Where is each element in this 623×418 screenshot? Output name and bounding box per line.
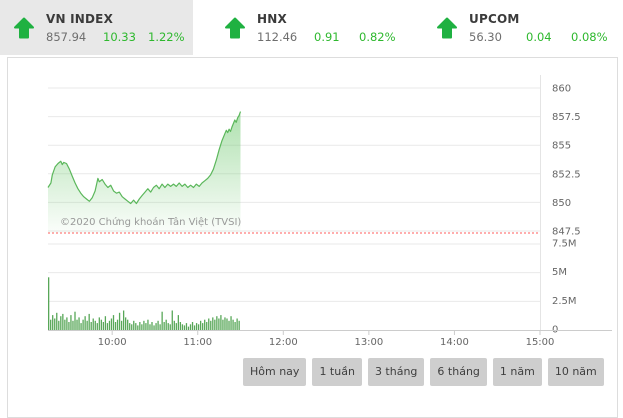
range-button-today[interactable]: Hôm nay	[243, 358, 307, 386]
range-button-3-months[interactable]: 3 tháng	[367, 358, 425, 386]
range-button-1-week[interactable]: 1 tuần	[312, 358, 362, 386]
tab-vn-index[interactable]: VN INDEX 857.94 10.33 1.22%	[0, 0, 193, 55]
tab-info: UPCOM 56.30 0.04 0.08%	[469, 12, 608, 44]
up-arrow-icon	[223, 16, 247, 40]
range-button-10-years[interactable]: 10 năm	[547, 358, 604, 386]
tab-hnx[interactable]: HNX 112.46 0.91 0.82%	[193, 0, 420, 55]
index-change: 0.91	[314, 29, 340, 44]
index-name: HNX	[257, 11, 287, 26]
index-value: 56.30	[469, 29, 502, 44]
range-buttons: Hôm nay 1 tuần 3 tháng 6 tháng 1 năm 10 …	[243, 358, 604, 386]
index-name: UPCOM	[469, 11, 520, 26]
index-percent: 0.08%	[571, 29, 608, 44]
index-tabs: VN INDEX 857.94 10.33 1.22% HNX 112.46 0…	[0, 0, 623, 55]
index-value: 857.94	[46, 29, 87, 44]
tab-info: VN INDEX 857.94 10.33 1.22%	[46, 12, 185, 44]
index-value: 112.46	[257, 29, 298, 44]
tab-upcom[interactable]: UPCOM 56.30 0.04 0.08%	[420, 0, 623, 55]
up-arrow-icon	[435, 16, 459, 40]
index-percent: 1.22%	[148, 29, 185, 44]
index-name: VN INDEX	[46, 11, 114, 26]
up-arrow-icon	[12, 16, 36, 40]
index-percent: 0.82%	[359, 29, 396, 44]
range-button-1-year[interactable]: 1 năm	[492, 358, 542, 386]
index-change: 0.04	[526, 29, 552, 44]
tab-info: HNX 112.46 0.91 0.82%	[257, 12, 396, 44]
watermark-text: ©2020 Chứng khoán Tân Việt (TVSI)	[60, 217, 242, 228]
index-change: 10.33	[103, 29, 136, 44]
range-button-6-months[interactable]: 6 tháng	[430, 358, 487, 386]
